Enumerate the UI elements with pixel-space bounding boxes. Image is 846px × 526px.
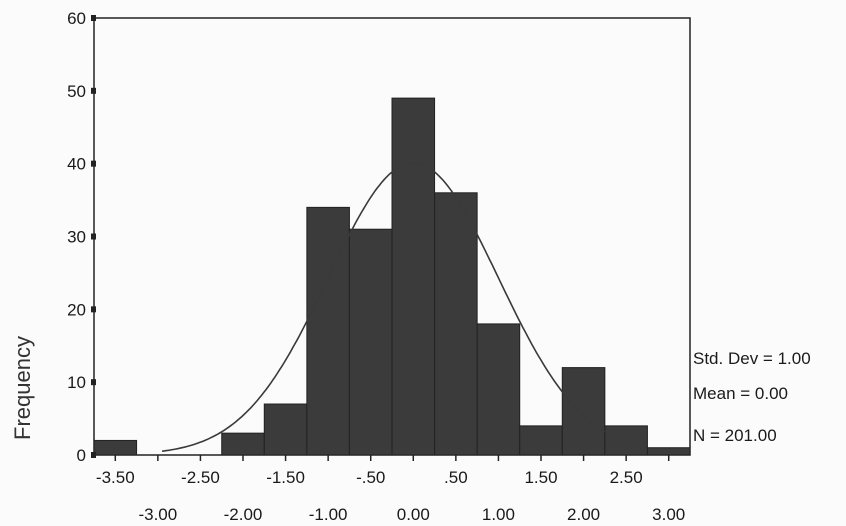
- y-tick-40: [91, 160, 96, 167]
- x-tick-label-top-6: 2.50: [610, 468, 643, 487]
- y-tick-30: [91, 233, 96, 240]
- x-tick-label-top-5: 1.50: [524, 468, 557, 487]
- y-tick-60: [91, 15, 96, 21]
- histogram-bar-13: [646, 447, 691, 456]
- x-tick-label-top-4: .50: [444, 468, 468, 487]
- y-tick-label-10: 10: [67, 373, 86, 392]
- normal-curve: [161, 162, 606, 452]
- histogram-bar-10: [519, 425, 563, 456]
- plot-area: 0 10 20 30 40 50 60 -3.50 -2.50 -1.50 -.50 .50 1.50 2…: [67, 9, 691, 524]
- x-tick-label-bottom-5: 2.00: [567, 505, 600, 524]
- x-tick-label-bottom-1: -2.00: [224, 505, 263, 524]
- std-dev-label: Std. Dev = 1.00: [693, 349, 811, 368]
- x-tick-label-bottom-3: 0.00: [397, 505, 430, 524]
- x-tick-label-bottom-4: 1.00: [482, 505, 515, 524]
- x-tick-label-bottom-2: -1.00: [309, 505, 348, 524]
- y-axis-label: Frequency: [10, 336, 35, 440]
- histogram-bar-0: [93, 439, 138, 456]
- histogram-bar-11: [561, 367, 606, 456]
- x-tick-label-bottom-0: -3.00: [138, 505, 177, 524]
- x-tick-label-top-1: -2.50: [181, 468, 220, 487]
- mean-label: Mean = 0.00: [693, 384, 788, 403]
- histogram-bar-9: [476, 323, 521, 456]
- y-tick-label-40: 40: [67, 155, 86, 174]
- x-tick-label-top-3: -.50: [356, 468, 385, 487]
- histogram-bar-6: [348, 228, 393, 456]
- y-tick-label-30: 30: [67, 228, 86, 247]
- histogram-bar-5: [306, 206, 350, 456]
- y-tick-10: [91, 379, 96, 386]
- x-tick-label-bottom-6: 3.00: [652, 505, 685, 524]
- histogram-bar-12: [604, 425, 648, 456]
- histogram-bar-3: [221, 432, 265, 456]
- histogram-bar-4: [263, 403, 308, 456]
- x-tick-label-top-0: -3.50: [96, 468, 135, 487]
- n-label: N = 201.00: [693, 426, 777, 445]
- y-tick-label-0: 0: [77, 446, 86, 465]
- x-tick-label-top-2: -1.50: [266, 468, 305, 487]
- y-tick-label-50: 50: [67, 82, 86, 101]
- y-tick-label-60: 60: [67, 9, 86, 28]
- histogram-bar-7: [391, 97, 436, 456]
- y-tick-label-20: 20: [67, 300, 86, 319]
- y-tick-20: [91, 306, 96, 313]
- histogram-bar-8: [434, 192, 478, 456]
- y-tick-50: [91, 87, 96, 94]
- y-tick-0: [91, 452, 96, 458]
